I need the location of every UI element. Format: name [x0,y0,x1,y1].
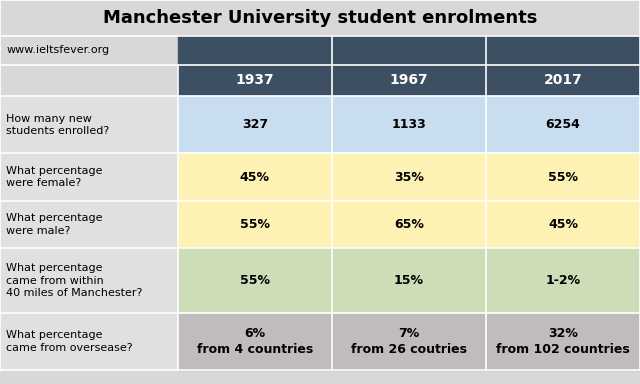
Bar [0,248,178,313]
Bar [486,201,640,248]
Bar [332,65,486,96]
Bar [178,36,332,65]
Text: www.ieltsfever.org: www.ieltsfever.org [6,45,109,55]
Bar [178,248,332,313]
Text: How many new
students enrolled?: How many new students enrolled? [6,114,109,136]
Bar [486,153,640,201]
Text: What percentage
were male?: What percentage were male? [6,214,103,236]
Bar [486,248,640,313]
Text: What percentage
came from oversease?: What percentage came from oversease? [6,330,133,353]
Bar [332,153,486,201]
Text: 35%: 35% [394,170,424,184]
Text: 1133: 1133 [392,118,426,131]
Text: 55%: 55% [240,274,270,287]
Bar [0,0,640,36]
Text: 6254: 6254 [545,118,580,131]
Text: 45%: 45% [548,218,578,231]
Bar [0,65,178,96]
Text: Manchester University student enrolments: Manchester University student enrolments [103,9,537,27]
Bar [178,201,332,248]
Text: 6%
from 4 countries: 6% from 4 countries [197,327,313,356]
Bar [486,96,640,153]
Text: 7%
from 26 coutries: 7% from 26 coutries [351,327,467,356]
Text: 55%: 55% [548,170,578,184]
Text: 1937: 1937 [236,73,275,88]
Text: 15%: 15% [394,274,424,287]
Text: 32%
from 102 countries: 32% from 102 countries [496,327,630,356]
Text: What percentage
came from within
40 miles of Manchester?: What percentage came from within 40 mile… [6,263,143,298]
Bar [332,201,486,248]
Text: 1-2%: 1-2% [545,274,580,287]
Bar [332,96,486,153]
Bar [486,36,640,65]
Bar [178,153,332,201]
Text: 327: 327 [242,118,268,131]
Bar [0,313,178,370]
Text: 65%: 65% [394,218,424,231]
Bar [0,201,178,248]
Bar [332,36,486,65]
Bar [486,313,640,370]
Bar [332,248,486,313]
Bar [178,96,332,153]
Bar [0,153,178,201]
Text: 55%: 55% [240,218,270,231]
Bar [178,313,332,370]
Text: 45%: 45% [240,170,270,184]
Bar [178,65,332,96]
Text: What percentage
were female?: What percentage were female? [6,166,103,188]
Bar [332,313,486,370]
Bar [486,65,640,96]
Bar [0,96,178,153]
Text: 2017: 2017 [543,73,582,88]
Bar [0,36,178,65]
Text: 1967: 1967 [390,73,428,88]
